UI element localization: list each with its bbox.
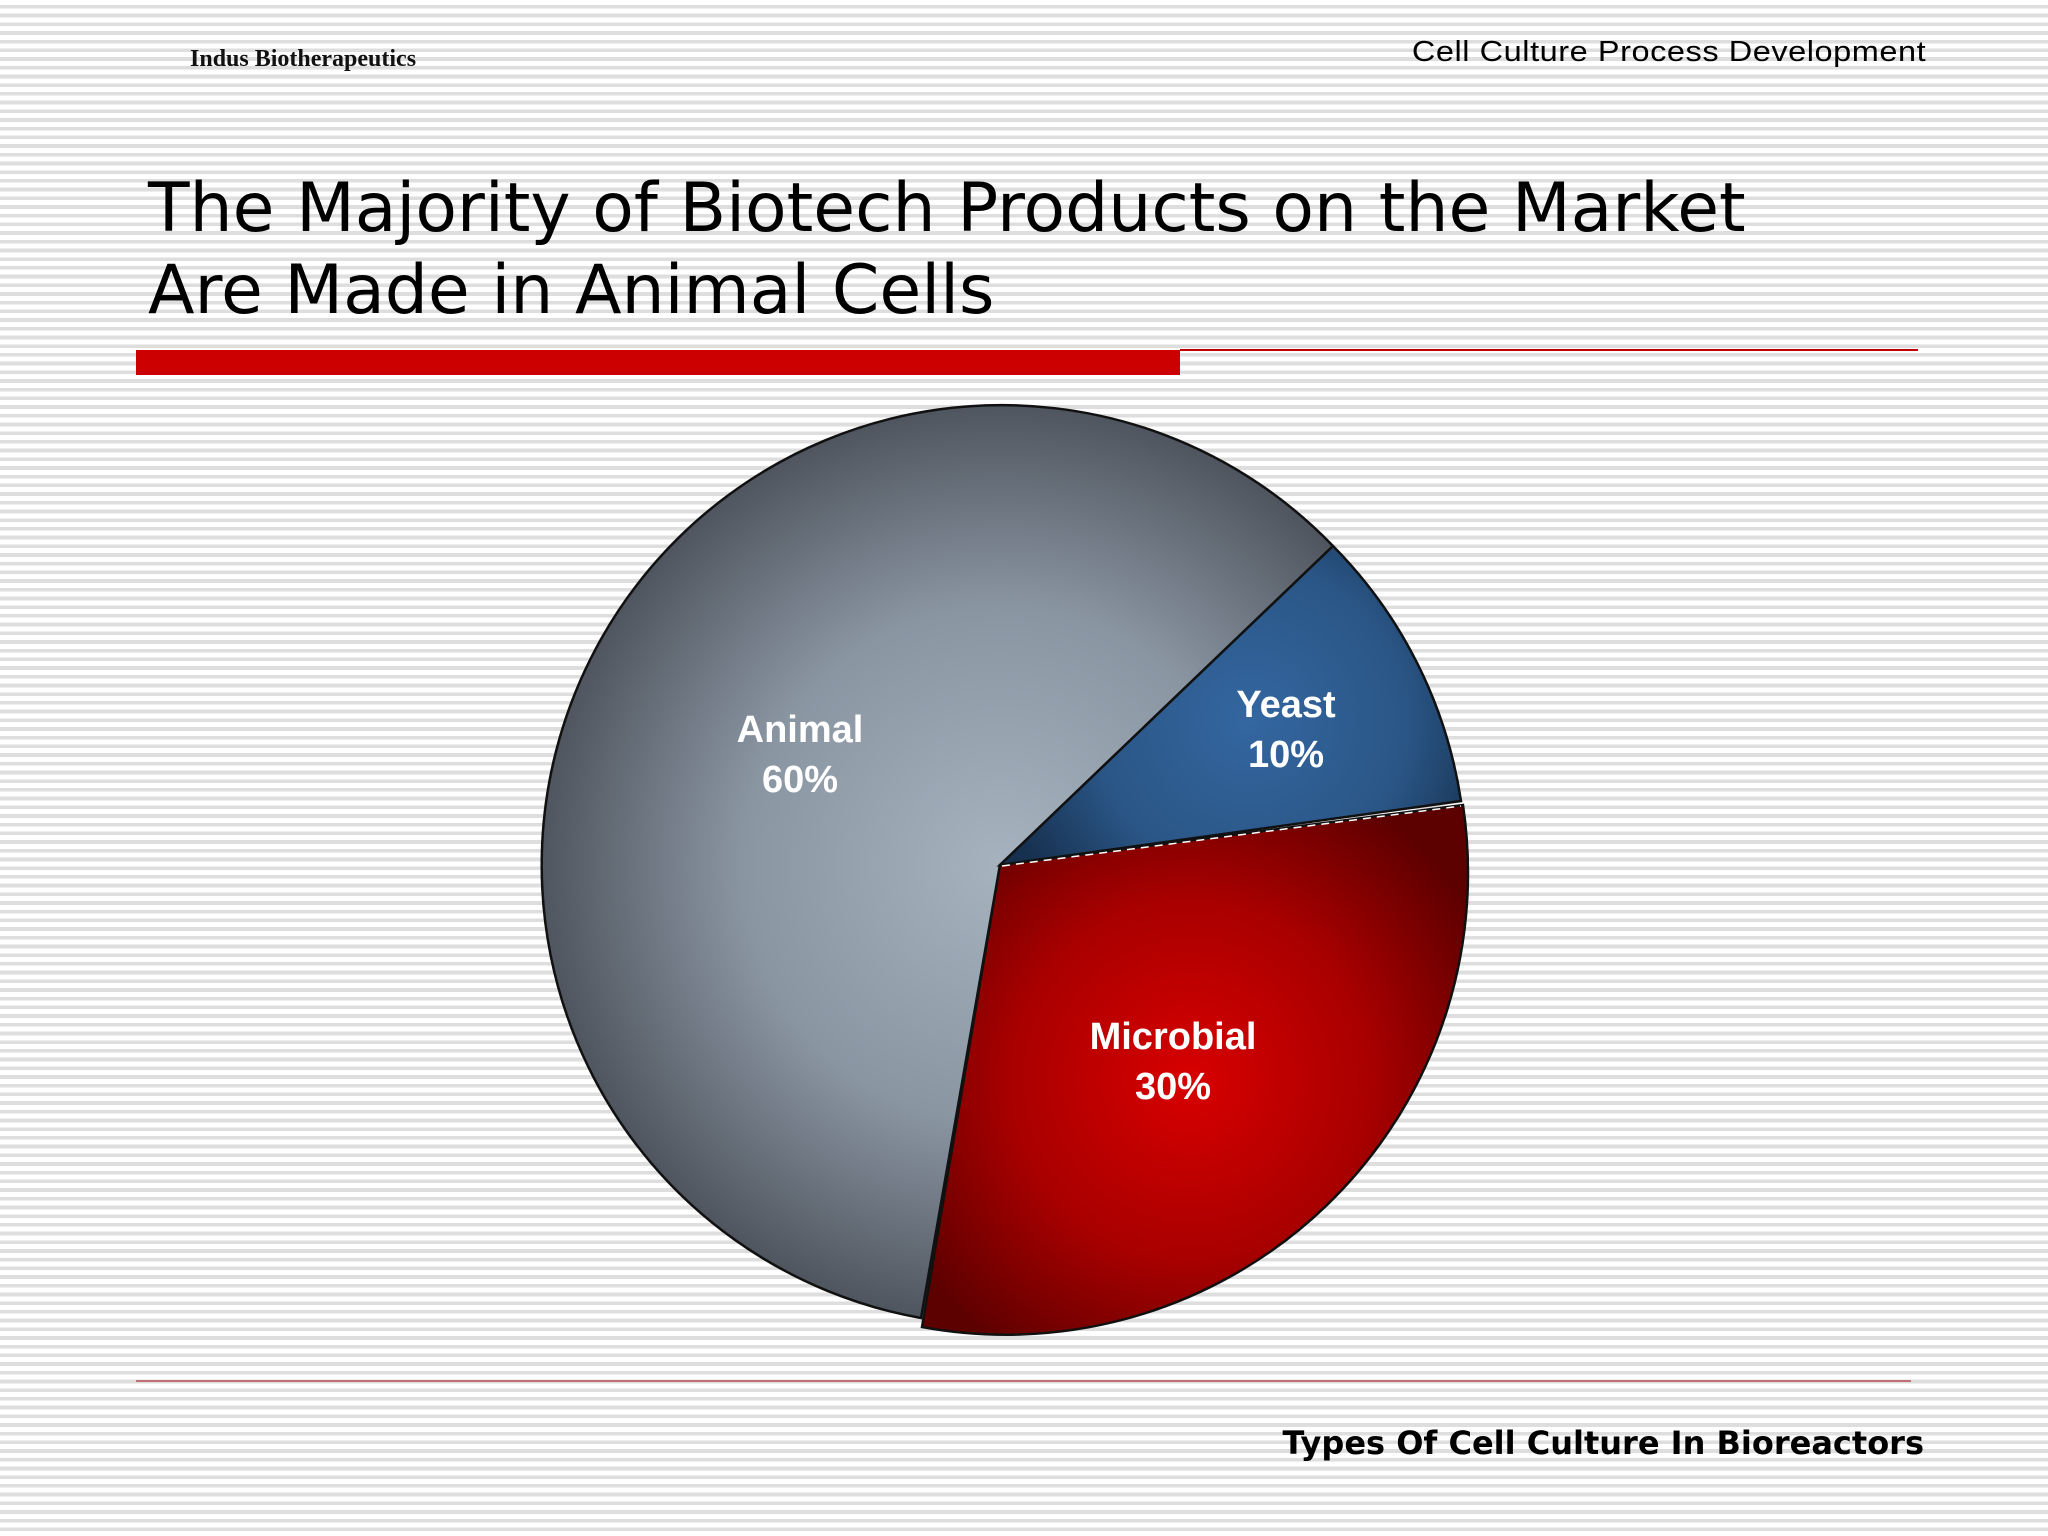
pie-label-yeast-pct: 10% [1247, 734, 1325, 776]
title-underline-thick [136, 350, 1180, 375]
slide-title-line-2: Are Made in Animal Cells [148, 251, 995, 330]
department-name: Cell Culture Process Development [1411, 36, 1926, 68]
footer-rule [136, 1380, 1911, 1382]
slide-title-line-1: The Majority of Biotech Products on the … [148, 169, 1746, 248]
pie-label-yeast: Yeast 10% [1136, 680, 1436, 780]
pie-label-animal-name: Animal [736, 709, 864, 751]
pie-slice-yeast [996, 544, 1463, 867]
pie-label-yeast-name: Yeast [1236, 684, 1336, 726]
pie-label-animal: Animal 60% [650, 705, 950, 805]
footer-caption: Types Of Cell Culture In Bioreactors [1282, 1424, 1924, 1462]
pie-label-microbial: Microbial 30% [1023, 1012, 1323, 1112]
slide-title: The Majority of Biotech Products on the … [148, 168, 1948, 332]
company-name: Indus Biotherapeutics [190, 46, 417, 72]
pie-slice-animal [540, 403, 1335, 1320]
title-underline-thin [1180, 349, 1918, 351]
pie-label-animal-pct: 60% [761, 759, 839, 801]
pie-label-microbial-pct: 30% [1134, 1066, 1212, 1108]
pie-label-microbial-name: Microbial [1089, 1016, 1257, 1058]
pie-slice-microbial [920, 803, 1470, 1336]
